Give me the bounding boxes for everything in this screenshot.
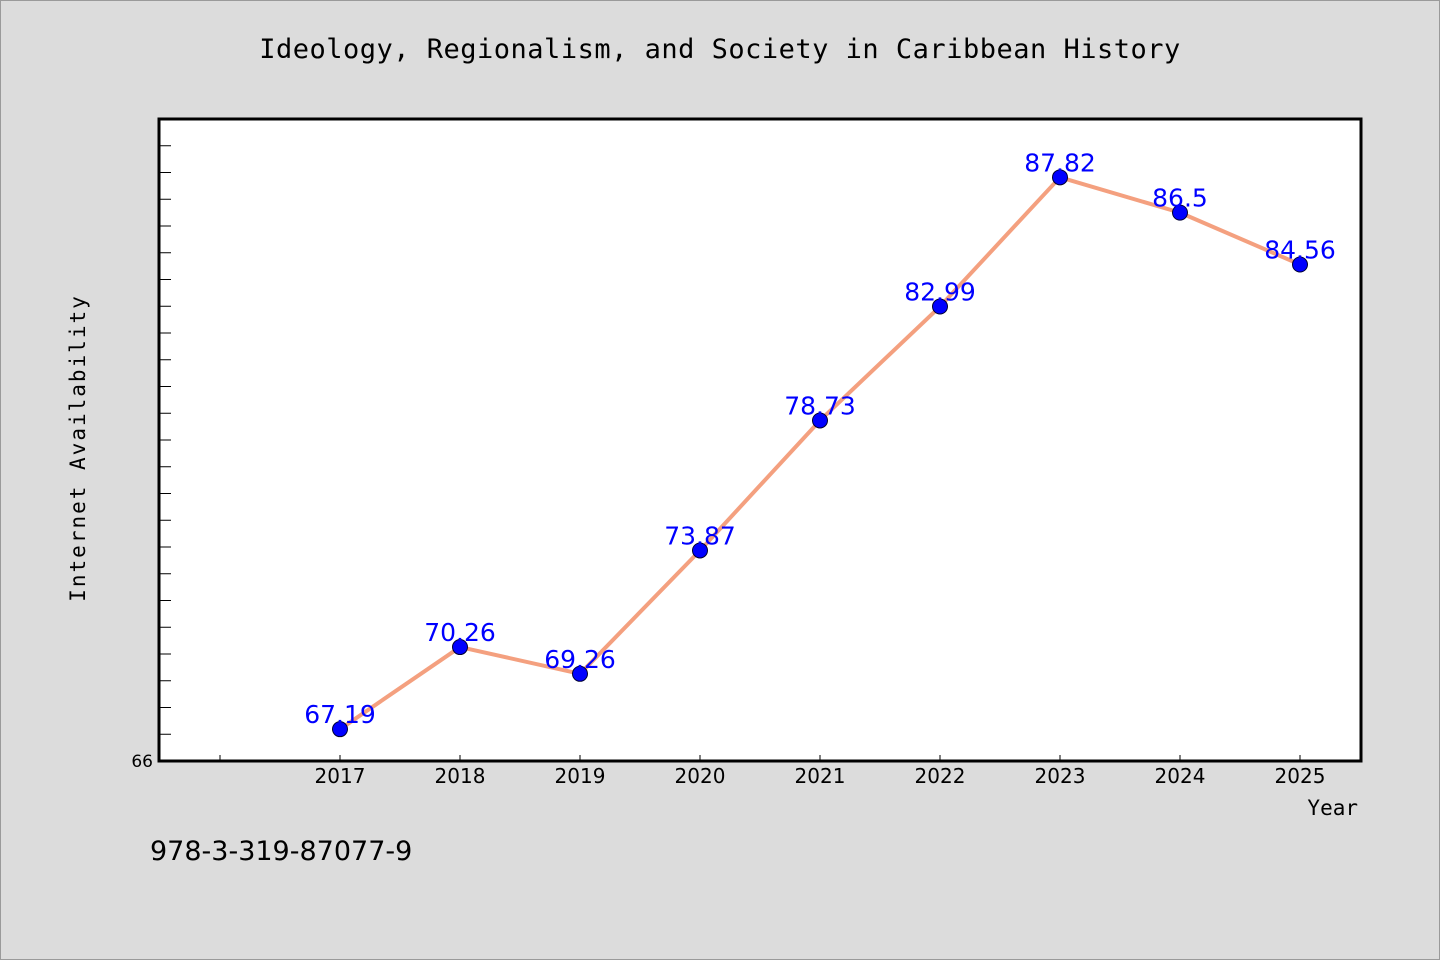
- data-point: [1172, 204, 1188, 221]
- x-axis-ticks: 2017 2018 2019 2020 2021 2022 2023 2024 2025: [219, 755, 1326, 788]
- x-tick-label: 2017: [315, 764, 366, 788]
- data-point: [452, 639, 468, 656]
- data-point: [1052, 169, 1068, 186]
- x-tick-label: 2018: [435, 764, 486, 788]
- x-tick-label: 2025: [1275, 764, 1326, 788]
- data-point: [572, 665, 588, 682]
- x-axis-label: Year: [1307, 796, 1358, 820]
- series-markers: [332, 169, 1308, 738]
- chart-title: Ideology, Regionalism, and Society in Ca…: [259, 34, 1181, 65]
- plot-area: [159, 119, 1361, 761]
- data-label: 87.82: [1024, 148, 1096, 177]
- data-label: 82.99: [904, 278, 976, 307]
- data-point: [692, 542, 708, 559]
- y-axis-ticks: 66: [131, 145, 171, 772]
- data-point: [1292, 256, 1308, 273]
- data-label: 86.5: [1152, 184, 1208, 213]
- data-label: 67.19: [304, 700, 376, 729]
- data-point: [332, 721, 348, 738]
- data-point: [812, 412, 828, 429]
- data-point: [932, 298, 948, 315]
- x-tick-label: 2021: [795, 764, 846, 788]
- x-tick-label: 2023: [1035, 764, 1086, 788]
- x-tick-label: 2019: [555, 764, 606, 788]
- x-tick-label: 2020: [675, 764, 726, 788]
- data-label: 78.73: [784, 391, 856, 420]
- x-tick-label: 2022: [915, 764, 966, 788]
- data-label: 84.56: [1264, 236, 1336, 265]
- plot-border: [157, 117, 1363, 763]
- data-label: 73.87: [664, 521, 736, 550]
- data-label: 69.26: [544, 645, 616, 674]
- y-tick-label: 66: [131, 752, 153, 772]
- isbn-text: 978-3-319-87077-9: [150, 836, 413, 867]
- data-labels: 67.19 70.26 69.26 73.87 78.73 82.99 87.82 86.5 8…: [304, 148, 1336, 729]
- x-tick-label: 2024: [1155, 764, 1206, 788]
- data-label: 70.26: [424, 618, 496, 647]
